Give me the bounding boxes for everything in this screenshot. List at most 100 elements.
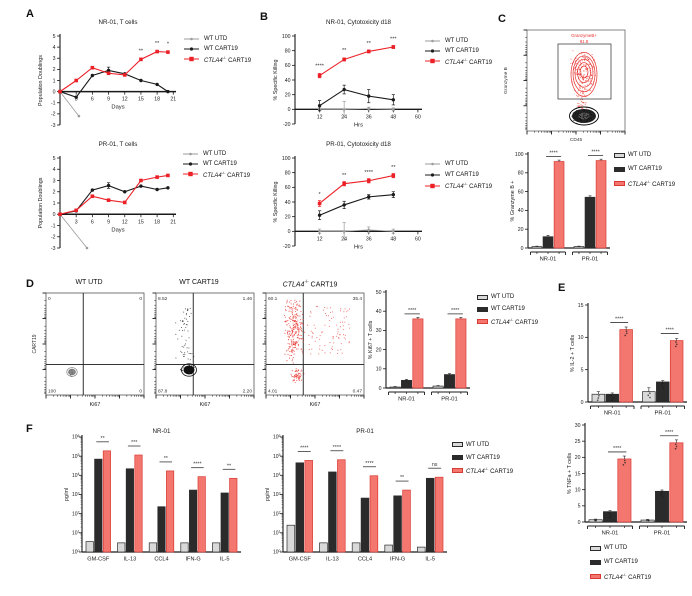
svg-text:****: **** — [408, 308, 417, 314]
legend-label: WT CART19 — [204, 46, 238, 52]
legend-item-wt: WT CART19 — [182, 159, 250, 169]
legend-item-utd: WT UTD — [183, 34, 251, 44]
svg-text:2: 2 — [53, 190, 56, 196]
bar-ko — [669, 340, 684, 403]
svg-text:30: 30 — [376, 328, 382, 334]
legend-item-utd: WT UTD — [424, 36, 492, 46]
bar-wt — [444, 374, 455, 389]
bar-ko — [166, 470, 175, 553]
svg-text:Granzyme B: Granzyme B — [503, 67, 509, 94]
svg-text:100: 100 — [515, 152, 524, 158]
legend-label: CTLA4-/- CART19 — [445, 56, 493, 66]
legend-marker-wt-icon — [184, 47, 199, 51]
bar-ko — [229, 477, 238, 553]
bar-ko — [134, 454, 143, 553]
svg-text:60: 60 — [285, 185, 291, 191]
bar-ko — [619, 329, 633, 403]
svg-text:40: 40 — [285, 78, 291, 84]
svg-text:5: 5 — [578, 504, 581, 510]
legend-item-ko: CTLA4-/- CART19 — [424, 56, 492, 66]
svg-text:60: 60 — [415, 114, 421, 120]
svg-text:1.46: 1.46 — [243, 296, 253, 302]
svg-text:Ki67: Ki67 — [90, 402, 101, 408]
svg-text:GM-CSF: GM-CSF — [289, 557, 312, 563]
legend-marker-wt-icon — [425, 49, 440, 53]
bar-ko — [455, 318, 467, 389]
bar-ko — [402, 489, 411, 553]
svg-text:-1: -1 — [51, 223, 56, 229]
legend-swatch-ko-icon — [590, 573, 601, 579]
axes: 100 101 102 103 104 105 106 NR-01 pg/ml — [64, 428, 241, 556]
svg-text:CCL4: CCL4 — [154, 557, 168, 563]
svg-text:IFN-G: IFN-G — [390, 557, 405, 563]
svg-text:12: 12 — [317, 114, 323, 120]
legend-item-ko: CTLA4-/- CART19 — [424, 180, 492, 191]
svg-text:IL-13: IL-13 — [124, 557, 137, 563]
legend-label: WT UTD — [204, 36, 228, 42]
svg-text:% IL-2 + T cells: % IL-2 + T cells — [570, 335, 576, 372]
legend-item-utd: WT UTD — [182, 149, 250, 159]
svg-text:1: 1 — [53, 201, 56, 207]
svg-text:8.52: 8.52 — [158, 296, 168, 302]
bar-utd — [573, 246, 585, 249]
svg-text:**: ** — [342, 48, 347, 54]
flow-wtcart19-plot: Ki67 8.52 1.46 87.8 2.20 — [152, 292, 255, 408]
svg-text:**: ** — [100, 436, 105, 442]
svg-text:80: 80 — [285, 170, 291, 176]
svg-text:18: 18 — [154, 219, 160, 225]
svg-text:CART19: CART19 — [32, 334, 38, 353]
svg-text:**: ** — [227, 463, 232, 469]
legend: WT UTD WT CART19 CTLA4-/- CART19 — [590, 541, 651, 583]
legend-label: CTLA4-/- CART19 — [466, 466, 514, 475]
svg-text:*: * — [167, 41, 170, 47]
negative-population-blob — [569, 106, 599, 126]
bar-utd — [148, 542, 157, 553]
bar-wt — [425, 477, 435, 553]
svg-text:102: 102 — [72, 510, 80, 517]
bar-utd — [180, 542, 189, 553]
svg-text:****: **** — [665, 430, 674, 436]
svg-text:100: 100 — [282, 34, 291, 40]
svg-text:18: 18 — [154, 97, 160, 103]
granzyme-positive-cloud — [570, 50, 598, 112]
legend-item-wt: WT CART19 — [424, 46, 492, 56]
legend-item-ko: CTLA4-/- CART19 — [477, 315, 538, 327]
bar-utd — [642, 391, 656, 403]
svg-text:60: 60 — [518, 189, 524, 195]
legend-swatch-ko-icon — [614, 180, 625, 186]
svg-text:0: 0 — [288, 229, 291, 235]
flow-frame — [45, 292, 145, 396]
bar-utd — [85, 541, 94, 553]
bar-utd — [286, 524, 296, 553]
svg-text:20: 20 — [575, 455, 581, 461]
svg-text:NR-01: NR-01 — [153, 428, 171, 435]
bar-ko — [553, 161, 565, 249]
bar-ko — [304, 460, 313, 553]
legend: WT UTD WT CART19 CTLA4-/- CART19 — [452, 438, 513, 477]
legend-marker-ko-icon — [183, 171, 198, 177]
flow-granzyme-plot: Granzyme B CD45 GranzymeB+91.8 — [503, 29, 626, 143]
legend-label: WT UTD — [466, 441, 490, 448]
legend-label: WT UTD — [604, 545, 628, 551]
bar-wt — [584, 196, 596, 249]
legend-label: CTLA4-/- CART19 — [604, 571, 652, 581]
svg-text:**: ** — [400, 475, 405, 481]
svg-text:****: **** — [613, 446, 622, 452]
legend-item-wt: WT CART19 — [424, 169, 492, 180]
svg-text:6: 6 — [91, 97, 94, 103]
legend-swatch-wt-icon — [477, 306, 488, 312]
svg-text:-3: -3 — [51, 246, 56, 252]
legend: WT UTD WT CART19 CTLA4-/- CART19 — [182, 149, 250, 179]
svg-text:6: 6 — [91, 219, 94, 225]
svg-text:3: 3 — [53, 56, 56, 62]
svg-text:% TNFa + T cells: % TNFa + T cells — [567, 453, 573, 494]
svg-text:50: 50 — [376, 290, 382, 296]
svg-text:PR-01: PR-01 — [655, 411, 671, 417]
legend: WT UTD WT CART19 CTLA4-/- CART19 — [477, 291, 538, 327]
svg-text:10: 10 — [575, 487, 581, 493]
svg-text:IL-5: IL-5 — [220, 557, 230, 563]
